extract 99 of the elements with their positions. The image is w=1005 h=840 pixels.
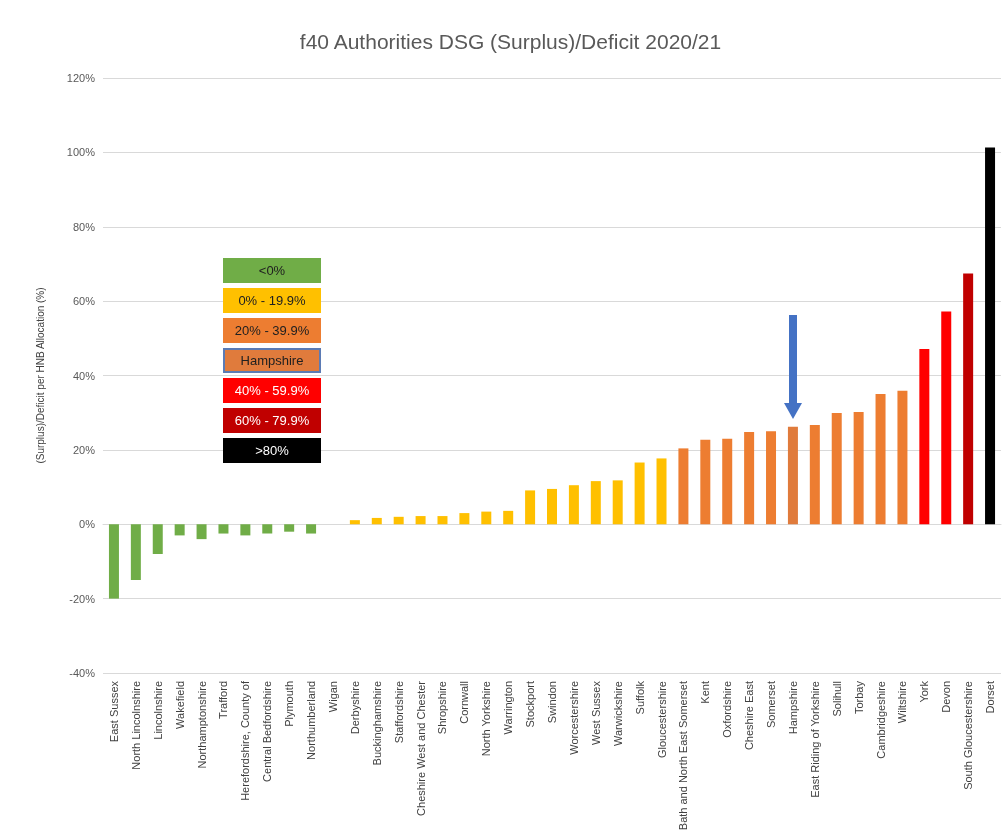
bar (941, 311, 952, 525)
bar (525, 490, 536, 525)
x-tick-label: Buckinghamshire (370, 681, 383, 766)
x-tick-label: Kent (699, 681, 712, 704)
y-tick-label: 120% (66, 72, 96, 84)
y-tick-label: 60% (72, 295, 96, 308)
x-tick-label: North Lincolnshire (129, 681, 142, 770)
bar (349, 520, 360, 525)
x-tick-label: Trafford (217, 681, 230, 719)
x-tick-label: Gloucestershire (655, 681, 668, 759)
bar (919, 349, 930, 525)
bar (744, 432, 755, 525)
bar (634, 462, 645, 525)
bar (678, 448, 689, 525)
bar (766, 431, 777, 525)
x-tick-label: Shropshire (436, 681, 449, 735)
x-tick-label: Herefordshire, County of (239, 680, 252, 801)
x-tick-label: Cheshire East (743, 681, 756, 751)
x-tick-label: Devon (940, 681, 953, 713)
bar (262, 524, 273, 534)
bar (547, 488, 557, 525)
x-tick-label: Central Bedfordshire (261, 681, 274, 782)
x-tick-label: Lincolnshire (151, 681, 164, 740)
text: <0% (223, 258, 321, 283)
x-tick-label: Northamptonshire (195, 681, 208, 769)
y-tick-label: 80% (72, 220, 96, 233)
x-tick-label: East Riding of Yorkshire (808, 681, 821, 798)
bar (393, 516, 404, 525)
x-tick-label: Suffolk (633, 680, 646, 715)
y-tick-label: 40% (72, 369, 96, 382)
x-tick-label: West Sussex (589, 680, 602, 745)
bar (459, 513, 470, 525)
bar (174, 524, 185, 536)
bar (875, 394, 886, 525)
x-tick-label: Wigan (326, 681, 339, 713)
y-tick-label: 0% (79, 518, 96, 531)
bar (415, 516, 426, 525)
bar (503, 510, 514, 525)
bar (481, 511, 492, 525)
bar (985, 147, 996, 525)
bar (130, 524, 141, 581)
chart-title: f40 Authorities DSG (Surplus)/Deficit 2020/21 (299, 30, 722, 53)
x-tick-label: Staffordshire (392, 681, 405, 744)
text: Hampshire (223, 348, 321, 373)
text: 20% - 39.9% (223, 318, 321, 343)
text: 60% - 79.9% (223, 408, 321, 433)
bar (196, 524, 207, 540)
bar (656, 458, 667, 525)
bar (284, 524, 295, 532)
bar (897, 390, 908, 525)
x-tick-label: Cornwall (458, 681, 471, 724)
text: 40% - 59.9% (223, 378, 321, 403)
x-tick-label: Northumberland (305, 681, 318, 760)
x-tick-label: Dorset (984, 681, 997, 714)
x-tick-label: Somerset (765, 681, 778, 729)
bar (787, 426, 798, 525)
bar (809, 424, 820, 525)
x-tick-label: Wakefield (173, 681, 186, 729)
x-tick-label: Cambridgeshire (874, 681, 887, 759)
bar (963, 273, 974, 525)
x-tick-label: East Sussex (107, 680, 120, 743)
bar (240, 524, 251, 536)
x-tick-label: Warwickshire (611, 681, 624, 746)
bar (108, 524, 119, 599)
text: 0% - 19.9% (223, 288, 321, 313)
x-tick-label: Oxfordshire (721, 681, 734, 738)
x-tick-label: Warrington (502, 681, 515, 735)
bar (612, 480, 623, 525)
x-tick-label: Solihull (830, 681, 843, 717)
y-tick-label: 20% (72, 443, 96, 456)
bar (590, 481, 601, 525)
bar (306, 524, 317, 534)
x-tick-label: Derbyshire (348, 681, 361, 735)
x-tick-label: Torbay (852, 680, 865, 715)
x-tick-label: Stockport (524, 681, 537, 728)
y-tick-label: 100% (66, 146, 96, 159)
bar (831, 413, 842, 525)
bar (853, 411, 864, 525)
bar (437, 516, 448, 525)
bar (152, 524, 163, 554)
x-tick-label: Cheshire West and Chester (414, 680, 427, 816)
x-tick-label: Wiltshire (896, 681, 909, 724)
x-tick-label: Bath and North East Somerset (677, 681, 690, 831)
text: >80% (223, 438, 321, 463)
x-tick-label: North Yorkshire (480, 681, 493, 757)
y-axis-title: (Surplus)/Deficit per HNB Allocation (%) (34, 287, 46, 464)
bar (568, 485, 579, 525)
x-tick-label: York (918, 680, 931, 703)
y-tick-label: -20% (69, 592, 96, 605)
bar (371, 517, 382, 525)
x-tick-label: Worcestershire (567, 681, 580, 755)
bar (218, 524, 229, 534)
bar (700, 439, 711, 525)
bar (722, 438, 733, 525)
x-tick-label: Plymouth (283, 681, 296, 727)
x-tick-label: South Gloucestershire (962, 681, 975, 790)
x-tick-label: Hampshire (786, 681, 799, 735)
x-tick-label: Swindon (546, 681, 558, 724)
y-tick-label: -40% (69, 667, 96, 679)
